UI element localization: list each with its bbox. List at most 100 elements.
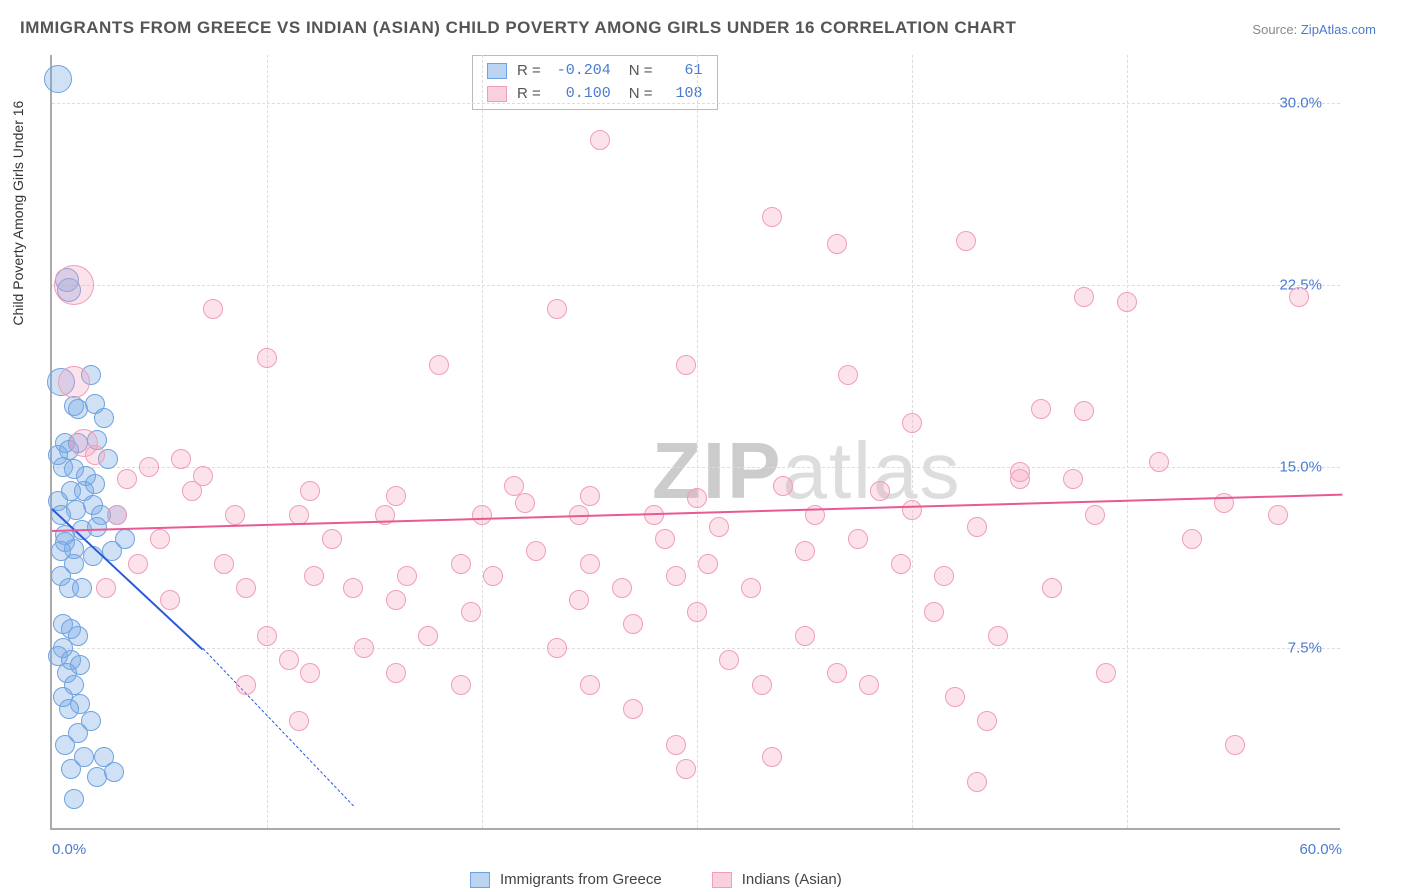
legend-swatch-indian xyxy=(487,86,507,102)
scatter-point-indian xyxy=(1063,469,1083,489)
scatter-point-indian xyxy=(1074,401,1094,421)
scatter-point-indian xyxy=(934,566,954,586)
scatter-point-indian xyxy=(580,675,600,695)
stat-r-value-indian: 0.100 xyxy=(551,83,611,106)
scatter-point-indian xyxy=(795,626,815,646)
scatter-point-indian xyxy=(515,493,535,513)
scatter-point-indian xyxy=(773,476,793,496)
scatter-point-indian xyxy=(225,505,245,525)
scatter-point-indian xyxy=(838,365,858,385)
scatter-point-indian xyxy=(418,626,438,646)
scatter-point-indian xyxy=(752,675,772,695)
scatter-point-indian xyxy=(1031,399,1051,419)
stat-n-label: N = xyxy=(629,60,653,83)
scatter-point-indian xyxy=(386,486,406,506)
ytick-label: 30.0% xyxy=(1279,95,1322,112)
scatter-point-indian xyxy=(451,554,471,574)
scatter-point-indian xyxy=(236,578,256,598)
scatter-point-indian xyxy=(1096,663,1116,683)
scatter-point-indian xyxy=(354,638,374,658)
trendline-extension-greece xyxy=(202,649,353,807)
scatter-point-indian xyxy=(580,554,600,574)
scatter-point-indian xyxy=(1149,452,1169,472)
scatter-point-indian xyxy=(107,505,127,525)
scatter-point-indian xyxy=(698,554,718,574)
scatter-point-indian xyxy=(676,355,696,375)
gridline-vertical xyxy=(267,55,268,828)
scatter-point-indian xyxy=(257,626,277,646)
scatter-point-greece xyxy=(87,517,107,537)
gridline-vertical xyxy=(912,55,913,828)
scatter-point-indian xyxy=(58,366,90,398)
scatter-point-indian xyxy=(128,554,148,574)
scatter-point-greece xyxy=(104,762,124,782)
gridline-vertical xyxy=(482,55,483,828)
scatter-point-indian xyxy=(54,265,94,305)
scatter-point-indian xyxy=(300,481,320,501)
legend-label-greece: Immigrants from Greece xyxy=(500,871,662,888)
scatter-point-indian xyxy=(472,505,492,525)
scatter-point-indian xyxy=(397,566,417,586)
stats-row-greece: R =-0.204N =61 xyxy=(487,60,703,83)
scatter-point-greece xyxy=(59,699,79,719)
scatter-point-greece xyxy=(94,408,114,428)
scatter-point-greece xyxy=(61,759,81,779)
scatter-point-indian xyxy=(687,602,707,622)
scatter-point-indian xyxy=(1010,462,1030,482)
scatter-point-indian xyxy=(891,554,911,574)
scatter-point-indian xyxy=(848,529,868,549)
chart-title: IMMIGRANTS FROM GREECE VS INDIAN (ASIAN)… xyxy=(20,18,1016,38)
stats-row-indian: R =0.100N =108 xyxy=(487,83,703,106)
scatter-point-greece xyxy=(72,578,92,598)
xtick-label: 0.0% xyxy=(52,841,86,858)
scatter-point-greece xyxy=(44,65,72,93)
scatter-point-indian xyxy=(461,602,481,622)
scatter-point-indian xyxy=(859,675,879,695)
bottom-legend-item-greece: Immigrants from Greece xyxy=(470,871,662,888)
scatter-point-indian xyxy=(1289,287,1309,307)
scatter-point-indian xyxy=(96,578,116,598)
legend-swatch-indian xyxy=(712,872,732,888)
y-axis-label: Child Poverty Among Girls Under 16 xyxy=(10,101,26,326)
source-label: Source: xyxy=(1252,22,1297,37)
scatter-point-indian xyxy=(623,614,643,634)
scatter-point-indian xyxy=(1117,292,1137,312)
scatter-point-indian xyxy=(451,675,471,695)
scatter-point-indian xyxy=(676,759,696,779)
scatter-point-indian xyxy=(666,735,686,755)
scatter-point-indian xyxy=(526,541,546,561)
scatter-point-indian xyxy=(214,554,234,574)
scatter-point-indian xyxy=(1042,578,1062,598)
gridline-vertical xyxy=(697,55,698,828)
scatter-point-indian xyxy=(719,650,739,670)
watermark-rest: atlas xyxy=(782,426,961,515)
scatter-point-indian xyxy=(322,529,342,549)
scatter-point-indian xyxy=(762,207,782,227)
scatter-point-greece xyxy=(55,735,75,755)
scatter-point-indian xyxy=(1268,505,1288,525)
scatter-point-indian xyxy=(193,466,213,486)
gridline-horizontal xyxy=(52,285,1340,286)
scatter-point-indian xyxy=(386,590,406,610)
ytick-label: 15.0% xyxy=(1279,458,1322,475)
stat-r-label: R = xyxy=(517,83,541,106)
scatter-point-indian xyxy=(257,348,277,368)
gridline-horizontal xyxy=(52,648,1340,649)
scatter-point-indian xyxy=(1085,505,1105,525)
stats-legend-box: R =-0.204N =61R =0.100N =108 xyxy=(472,55,718,110)
scatter-point-indian xyxy=(795,541,815,561)
ytick-label: 7.5% xyxy=(1288,640,1322,657)
legend-label-indian: Indians (Asian) xyxy=(742,871,842,888)
gridline-vertical xyxy=(1127,55,1128,828)
scatter-point-indian xyxy=(85,445,105,465)
scatter-point-indian xyxy=(977,711,997,731)
legend-swatch-greece xyxy=(470,872,490,888)
scatter-point-indian xyxy=(160,590,180,610)
source-link[interactable]: ZipAtlas.com xyxy=(1301,22,1376,37)
scatter-point-indian xyxy=(590,130,610,150)
scatter-point-indian xyxy=(483,566,503,586)
gridline-horizontal xyxy=(52,467,1340,468)
scatter-point-indian xyxy=(289,711,309,731)
scatter-point-indian xyxy=(547,638,567,658)
scatter-point-indian xyxy=(386,663,406,683)
